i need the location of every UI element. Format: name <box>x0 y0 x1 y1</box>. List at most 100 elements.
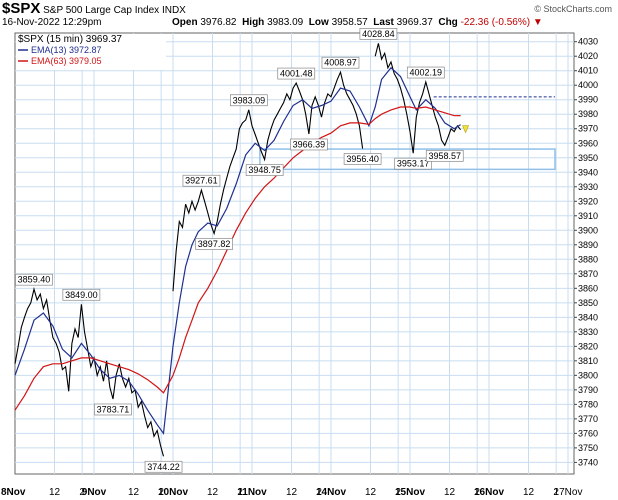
chg-label: Chg <box>438 17 458 28</box>
x-tick-label: 12 <box>128 487 140 498</box>
y-tick-label: 3920 <box>578 196 598 206</box>
legend-entry: $SPX (15 min) 3969.37 <box>18 34 122 45</box>
datetime: 16-Nov-2022 12:29pm <box>2 17 102 28</box>
y-tick-label: 3880 <box>578 254 598 264</box>
annotation-label: 3783.71 <box>97 404 130 414</box>
annotation-box <box>94 403 132 416</box>
x-tick-label: 2 <box>79 487 85 498</box>
x-tick-label: 12 <box>286 487 298 498</box>
x-tick-label: 16Nov <box>474 487 504 498</box>
y-tick-label: 3910 <box>578 211 598 221</box>
annotation-box <box>15 273 53 286</box>
y-tick-label: 3890 <box>578 240 598 250</box>
annotation-box <box>277 67 316 80</box>
x-tick-label: 12 <box>365 487 377 498</box>
ohlc-row: Open 3976.82 High 3983.09 Low 3958.57 La… <box>172 17 543 28</box>
annotation-label: 3897.82 <box>198 239 231 249</box>
y-tick-label: 4020 <box>578 51 598 61</box>
exchange: INDX <box>161 5 186 16</box>
low-value: 3958.57 <box>331 17 368 28</box>
y-tick-label: 3900 <box>578 225 598 235</box>
price-line <box>374 43 462 154</box>
y-tick-label: 4010 <box>578 66 598 76</box>
last-label: Last <box>373 17 394 28</box>
last-price-marker <box>462 125 470 134</box>
annotation-box <box>144 460 183 473</box>
y-tick-label: 3770 <box>578 414 598 424</box>
x-tick-label: 8Nov <box>1 487 26 498</box>
x-tick-label: 9Nov <box>82 487 107 498</box>
annotation-label: 4008.97 <box>324 58 357 68</box>
annotation-label: 3953.17 <box>397 159 430 169</box>
y-tick-label: 4000 <box>578 80 598 90</box>
x-tick-label: 12 <box>444 487 456 498</box>
y-tick-label: 3960 <box>578 138 598 148</box>
annotation-box <box>245 164 284 176</box>
annotation-box <box>406 66 445 79</box>
last-value: 3969.37 <box>396 17 433 28</box>
annotation-label: 3966.39 <box>293 139 326 149</box>
y-tick-label: 3840 <box>578 312 598 322</box>
ema13-line <box>14 66 461 436</box>
annotation-label: 3744.22 <box>147 462 180 472</box>
x-tick-label: 2 <box>237 487 243 498</box>
plot-area <box>14 32 575 475</box>
annotation-box <box>62 288 101 301</box>
annotation-box <box>229 94 268 107</box>
y-tick-label: 3860 <box>578 283 598 293</box>
x-tick-label: 14Nov <box>316 487 346 498</box>
watermark: © StockCharts.com <box>534 4 612 14</box>
annotation-box <box>425 149 464 162</box>
high-value: 3983.09 <box>267 17 304 28</box>
x-tick-label: 2 <box>474 487 480 498</box>
annotation-label: 4028.84 <box>362 29 395 39</box>
annotation-box <box>195 238 233 250</box>
y-tick-label: 3750 <box>578 443 598 453</box>
y-tick-label: 3970 <box>578 124 598 134</box>
low-label: Low <box>308 17 329 28</box>
y-tick-label: 3940 <box>578 167 598 177</box>
x-tick-label: 10Nov <box>158 487 188 498</box>
annotation-box <box>290 138 328 151</box>
annotation-label: 3948.75 <box>248 165 281 175</box>
annotation-label: 3958.57 <box>428 151 461 161</box>
annotation-label: 3859.40 <box>18 275 51 285</box>
y-tick-label: 4030 <box>578 37 598 47</box>
chg-value: -22.36 (-0.56%) <box>460 17 531 28</box>
annotation-label: 3956.40 <box>346 154 379 164</box>
y-tick-label: 3830 <box>578 327 598 337</box>
y-tick-label: 3780 <box>578 399 598 409</box>
ema63-line <box>14 106 461 411</box>
y-tick-label: 3980 <box>578 109 598 119</box>
annotation-label: 4001.48 <box>280 69 313 79</box>
annotation-box <box>321 56 360 69</box>
legend-entry: EMA(13) 3972.87 <box>31 45 102 55</box>
x-tick-label: 2 <box>395 487 401 498</box>
open-value: 3976.82 <box>200 17 237 28</box>
y-tick-label: 3850 <box>578 298 598 308</box>
annotation-box <box>343 153 382 165</box>
x-tick-label: 12 <box>207 487 219 498</box>
down-arrow-icon: ▼ <box>532 17 543 28</box>
y-tick-label: 3760 <box>578 428 598 438</box>
x-tick-label: 2 <box>553 487 559 498</box>
annotation-label: 4002.19 <box>410 68 443 78</box>
y-tick-label: 3950 <box>578 153 598 163</box>
x-tick-label: 2 <box>158 487 164 498</box>
x-tick-label: 11Nov <box>237 487 267 498</box>
annotation-label: 3849.00 <box>65 290 98 300</box>
x-tick-label: 17Nov <box>554 487 583 498</box>
annotation-label: 3983.09 <box>233 95 266 105</box>
index-name: S&P 500 Large Cap Index <box>43 5 160 16</box>
annotation-box <box>359 28 398 40</box>
y-tick-label: 3930 <box>578 182 598 192</box>
x-tick-label: 12 <box>523 487 535 498</box>
high-label: High <box>242 17 265 28</box>
legend-background <box>16 34 166 70</box>
price-line <box>172 70 364 292</box>
annotation-box <box>182 174 221 187</box>
annotation-label: 3927.61 <box>185 176 218 186</box>
header-row-1: $SPX S&P 500 Large Cap Index INDX <box>2 0 186 17</box>
